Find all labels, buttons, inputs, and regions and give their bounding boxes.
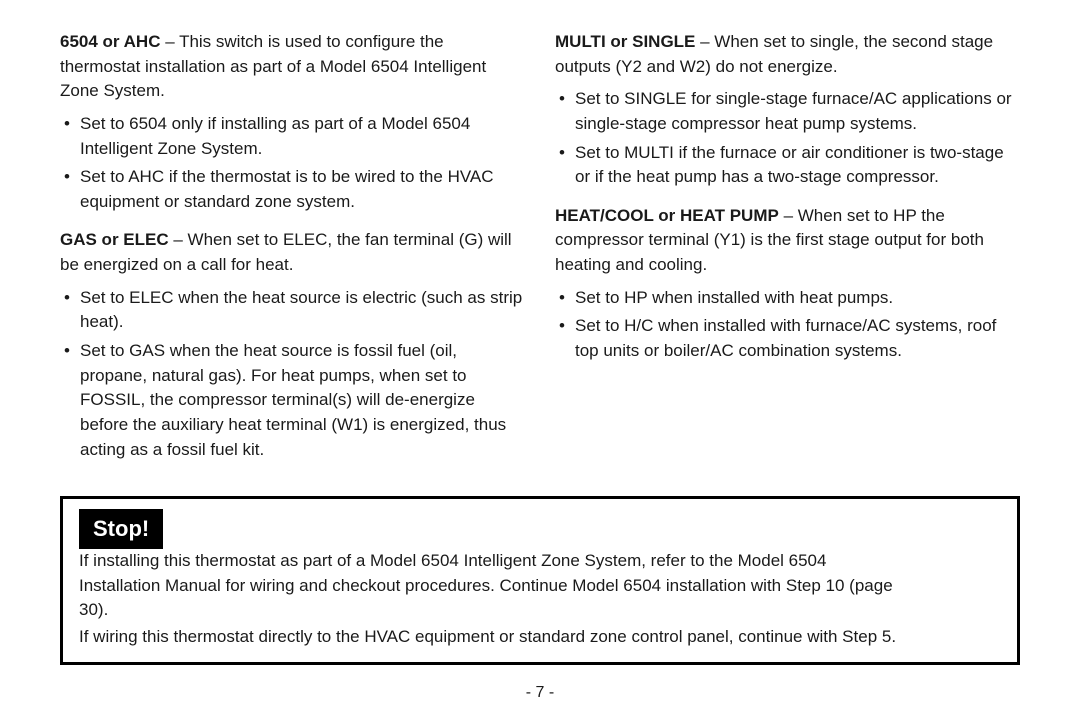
stop-line: Installation Manual for wiring and check… (79, 576, 893, 620)
section-heatcool-or-heatpump: HEAT/COOL or HEAT PUMP – When set to HP … (555, 204, 1020, 278)
list-item: Set to ELEC when the heat source is elec… (60, 286, 525, 335)
list-item: Set to AHC if the thermostat is to be wi… (60, 165, 525, 214)
section-multi-or-single: MULTI or SINGLE – When set to single, th… (555, 30, 1020, 79)
section-lead: GAS or ELEC (60, 230, 169, 249)
bullets-6504-or-ahc: Set to 6504 only if installing as part o… (60, 112, 525, 215)
bullets-multi-or-single: Set to SINGLE for single-stage furnace/A… (555, 87, 1020, 190)
section-lead: MULTI or SINGLE (555, 32, 695, 51)
left-column: 6504 or AHC – This switch is used to con… (60, 30, 525, 476)
stop-text-indented: If installing this thermostat as part of… (79, 549, 899, 623)
bullets-heatcool-or-heatpump: Set to HP when installed with heat pumps… (555, 286, 1020, 364)
section-6504-or-ahc: 6504 or AHC – This switch is used to con… (60, 30, 525, 104)
stop-badge: Stop! (79, 509, 163, 549)
stop-line: If installing this thermostat as part of… (79, 551, 826, 570)
bullets-gas-or-elec: Set to ELEC when the heat source is elec… (60, 286, 525, 462)
page-number: - 7 - (0, 684, 1080, 702)
two-column-layout: 6504 or AHC – This switch is used to con… (60, 30, 1020, 476)
list-item: Set to H/C when installed with furnace/A… (555, 314, 1020, 363)
list-item: Set to HP when installed with heat pumps… (555, 286, 1020, 311)
stop-line: If wiring this thermostat directly to th… (79, 625, 1001, 650)
section-gas-or-elec: GAS or ELEC – When set to ELEC, the fan … (60, 228, 525, 277)
section-lead: 6504 or AHC (60, 32, 160, 51)
section-lead: HEAT/COOL or HEAT PUMP (555, 206, 779, 225)
list-item: Set to MULTI if the furnace or air condi… (555, 141, 1020, 190)
list-item: Set to 6504 only if installing as part o… (60, 112, 525, 161)
manual-page: 6504 or AHC – This switch is used to con… (0, 0, 1080, 720)
right-column: MULTI or SINGLE – When set to single, th… (555, 30, 1020, 476)
list-item: Set to SINGLE for single-stage furnace/A… (555, 87, 1020, 136)
stop-callout: Stop! If installing this thermostat as p… (60, 496, 1020, 664)
list-item: Set to GAS when the heat source is fossi… (60, 339, 525, 462)
